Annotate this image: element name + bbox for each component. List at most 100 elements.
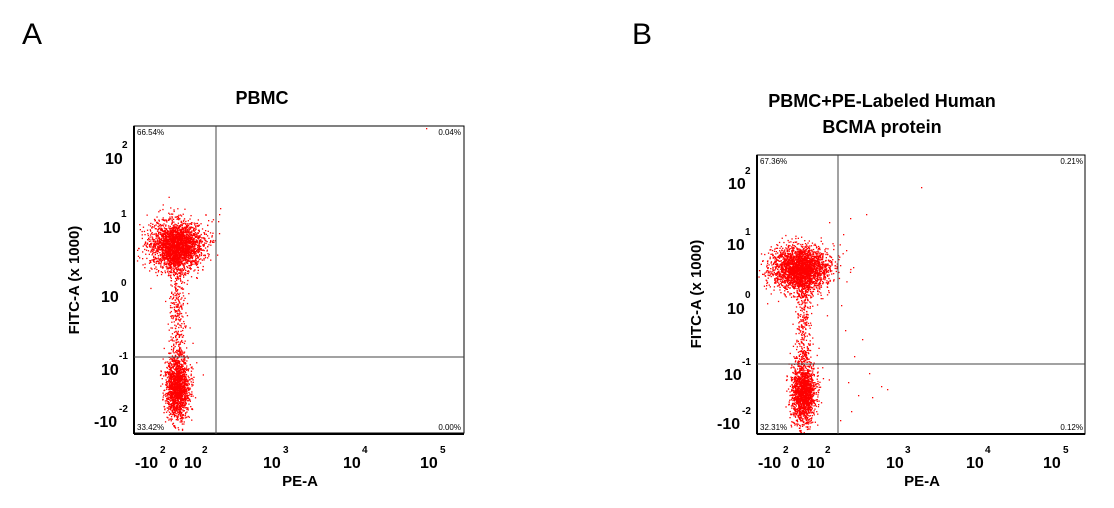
event-point [177, 427, 179, 429]
event-point [167, 238, 169, 240]
event-point [188, 227, 190, 229]
event-point [179, 319, 181, 321]
event-point [187, 260, 189, 262]
event-point [161, 230, 163, 232]
event-point [174, 273, 177, 275]
event-point [179, 238, 181, 240]
event-point [180, 376, 182, 378]
event-point [176, 381, 178, 383]
event-point [179, 396, 181, 398]
event-point [175, 379, 177, 381]
event-point [176, 255, 178, 257]
event-point [169, 305, 172, 307]
event-point [195, 239, 197, 241]
event-point [170, 315, 172, 317]
event-point [174, 260, 176, 262]
event-point [165, 395, 167, 398]
event-point [785, 247, 787, 249]
event-point [172, 359, 174, 362]
event-point [169, 352, 171, 355]
event-point [177, 309, 180, 311]
event-point [164, 389, 166, 391]
event-point [162, 245, 164, 247]
event-point [171, 302, 174, 304]
event-point [170, 254, 172, 256]
event-point [173, 255, 175, 257]
event-point [195, 222, 197, 225]
event-point [155, 224, 157, 226]
event-point [177, 384, 179, 386]
event-point [170, 238, 172, 240]
event-point [167, 267, 169, 270]
event-point [160, 232, 162, 234]
event-point [191, 408, 193, 410]
event-point [180, 368, 182, 371]
event-point [182, 244, 185, 247]
event-point [185, 235, 187, 238]
event-point [190, 370, 193, 372]
event-point [180, 325, 182, 327]
event-point [167, 219, 170, 221]
event-point [174, 360, 176, 362]
event-point [199, 235, 201, 237]
event-point [184, 248, 186, 250]
event-point [184, 363, 186, 365]
event-point [172, 408, 174, 410]
event-point [177, 293, 179, 295]
event-point [173, 271, 175, 273]
event-point [184, 415, 186, 417]
event-point [188, 416, 190, 418]
event-point [163, 232, 165, 234]
event-point [167, 417, 169, 419]
event-point [176, 333, 179, 335]
event-point [183, 218, 186, 220]
event-point [159, 260, 161, 262]
event-point [817, 275, 819, 277]
event-point [171, 363, 173, 366]
event-point [169, 408, 171, 410]
event-point [184, 268, 186, 270]
event-point [176, 283, 178, 285]
event-point [146, 257, 148, 260]
x-tick-a-4: 10 [343, 455, 361, 472]
event-point [190, 234, 192, 236]
event-point [172, 388, 174, 391]
event-point [137, 249, 139, 251]
event-point [780, 281, 783, 283]
event-point [155, 271, 157, 274]
event-point [170, 384, 172, 386]
event-point [165, 254, 168, 256]
event-point [179, 376, 181, 378]
event-point [186, 259, 188, 261]
event-point [191, 385, 193, 387]
event-point [175, 261, 177, 264]
event-point [163, 264, 165, 266]
event-point [182, 292, 184, 294]
event-point [186, 384, 189, 386]
event-point [182, 364, 184, 366]
event-point [182, 272, 184, 274]
event-point [185, 232, 187, 234]
event-point [171, 387, 173, 389]
event-point [204, 247, 207, 249]
event-point [187, 248, 189, 250]
event-point [193, 260, 195, 262]
event-point [190, 255, 192, 257]
event-point [188, 293, 190, 295]
event-point [144, 248, 146, 251]
event-point [190, 374, 192, 377]
event-point [181, 393, 183, 395]
event-point [205, 239, 207, 242]
event-point [165, 246, 167, 249]
event-point [195, 240, 197, 242]
event-point [173, 230, 175, 232]
event-point [178, 355, 181, 357]
event-point [162, 248, 164, 251]
event-point [192, 259, 194, 262]
event-point [177, 322, 179, 324]
event-point [180, 229, 183, 231]
event-point [164, 372, 167, 374]
event-point [176, 290, 178, 292]
event-point [175, 249, 177, 252]
event-point [151, 246, 153, 248]
